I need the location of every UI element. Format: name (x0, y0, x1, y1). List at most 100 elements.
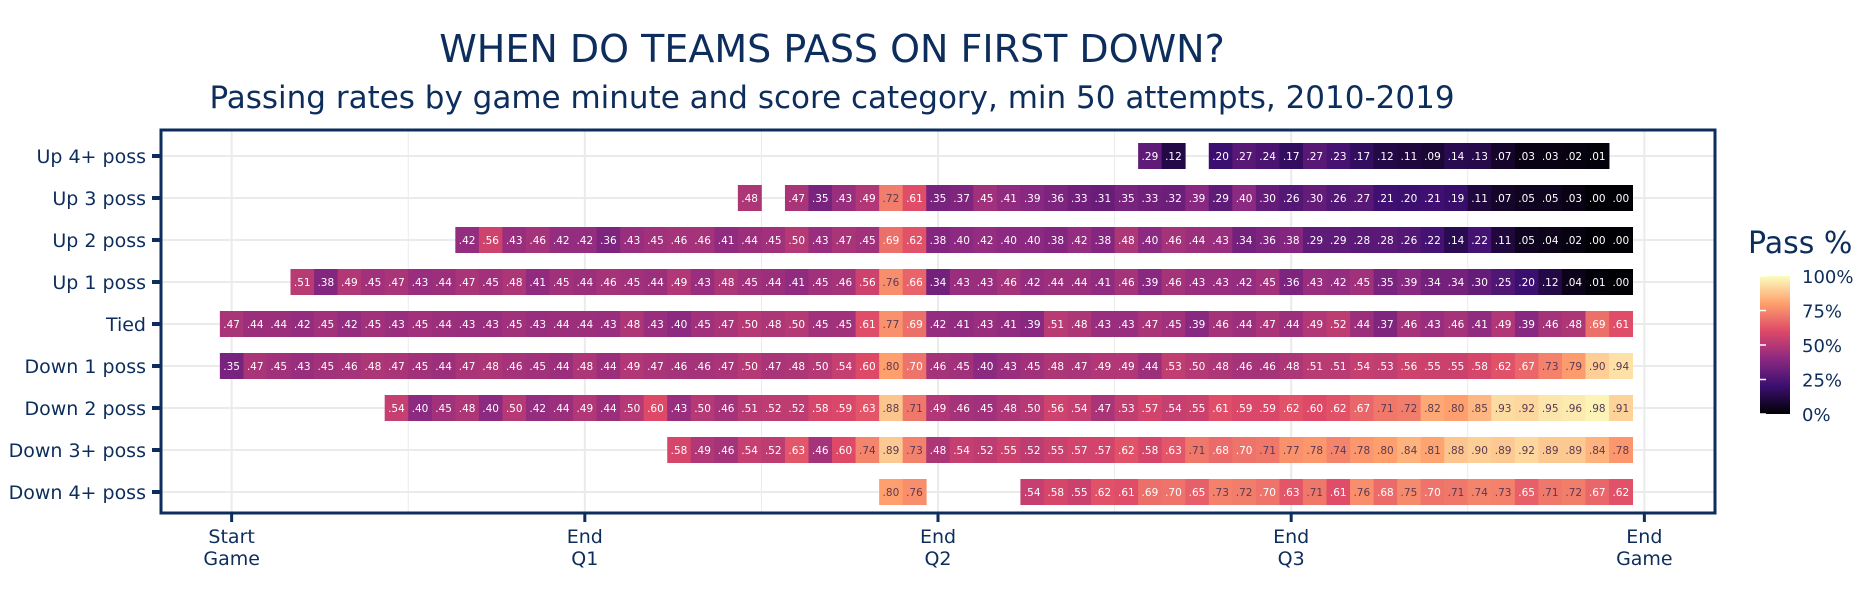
cell-value-label: .50 (741, 361, 758, 373)
heatmap-cell (737, 395, 762, 421)
cell-value-label: .70 (1424, 487, 1441, 499)
row-label: Up 4+ poss (36, 146, 146, 168)
cell-value-label: .30 (1259, 193, 1276, 205)
heatmap-cell (1585, 185, 1610, 211)
heatmap-cell (431, 395, 456, 421)
heatmap-cell (761, 269, 786, 295)
heatmap-cell (1138, 311, 1163, 337)
heatmap-cell (1420, 185, 1445, 211)
heatmap-cell (1279, 437, 1304, 463)
heatmap-cell (1020, 311, 1045, 337)
heatmap-cell (879, 353, 904, 379)
cell-value-label: .22 (1471, 235, 1488, 247)
heatmap-cell (620, 269, 645, 295)
heatmap-cell (1326, 143, 1351, 169)
heatmap-cell (620, 311, 645, 337)
heatmap-cell (1208, 143, 1233, 169)
heatmap-cell (996, 437, 1021, 463)
heatmap-cell (926, 311, 951, 337)
heatmap-cell (1491, 479, 1516, 505)
heatmap-cell (1279, 227, 1304, 253)
cell-value-label: .46 (694, 235, 711, 247)
heatmap-cell (808, 269, 833, 295)
heatmap-cell (1255, 227, 1280, 253)
cell-value-label: .44 (1189, 235, 1206, 247)
heatmap-cell (1350, 395, 1374, 421)
cell-value-label: .48 (1283, 361, 1300, 373)
cell-value-label: .51 (741, 403, 758, 415)
cell-value-label: .61 (1118, 487, 1135, 499)
cell-value-label: .49 (1118, 361, 1135, 373)
heatmap-cell (1514, 269, 1539, 295)
heatmap-cell (549, 353, 574, 379)
heatmap-cell (455, 269, 480, 295)
cell-value-label: .63 (1165, 445, 1182, 457)
heatmap-cell (1397, 479, 1422, 505)
heatmap-cell (879, 479, 904, 505)
cell-value-label: .48 (365, 361, 382, 373)
cell-value-label: .45 (953, 361, 970, 373)
cell-value-label: .44 (576, 319, 593, 331)
cell-value-label: .36 (1259, 235, 1276, 247)
heatmap-cell (1232, 227, 1257, 253)
cell-value-label: .44 (435, 361, 452, 373)
cell-value-label: .31 (1094, 193, 1111, 205)
heatmap-cell (1138, 143, 1163, 169)
heatmap-cell (1161, 437, 1186, 463)
heatmap-cell (1185, 185, 1210, 211)
cell-value-label: .01 (1589, 151, 1606, 163)
heatmap-cell (1585, 479, 1610, 505)
cell-value-label: .35 (930, 193, 947, 205)
cell-value-label: .35 (1118, 193, 1135, 205)
heatmap-cell (996, 395, 1021, 421)
heatmap-cell (1538, 143, 1563, 169)
heatmap-cell (1467, 437, 1492, 463)
cell-value-label: .41 (1000, 193, 1017, 205)
heatmap-cell (1444, 311, 1469, 337)
cell-value-label: .04 (1542, 235, 1559, 247)
heatmap-cell (1185, 269, 1210, 295)
heatmap-cell (1161, 479, 1186, 505)
cell-value-label: .48 (788, 361, 805, 373)
heatmap-cell (1208, 269, 1233, 295)
cell-value-label: .21 (1424, 193, 1441, 205)
heatmap-cell (1561, 269, 1586, 295)
heatmap-cell (290, 269, 315, 295)
heatmap-cell (525, 395, 550, 421)
heatmap-cell (973, 227, 998, 253)
cell-value-label: .00 (1589, 235, 1606, 247)
cell-value-label: .48 (1071, 319, 1088, 331)
heatmap-cell (643, 353, 668, 379)
heatmap-cell (1514, 143, 1539, 169)
cell-value-label: .46 (718, 445, 735, 457)
cell-value-label: .07 (1495, 151, 1512, 163)
heatmap-cell (549, 395, 574, 421)
heatmap-cell (690, 227, 715, 253)
heatmap-cell (1397, 269, 1422, 295)
cell-value-label: .59 (835, 403, 852, 415)
cell-value-label: .33 (1071, 193, 1088, 205)
cell-value-label: .44 (1142, 361, 1159, 373)
heatmap-cell (1020, 353, 1045, 379)
heatmap-cell (1373, 143, 1398, 169)
heatmap-cell (1043, 185, 1068, 211)
cell-value-label: .11 (1495, 235, 1512, 247)
heatmap-cell (1114, 227, 1139, 253)
heatmap-cell (1043, 437, 1068, 463)
heatmap-cell (1350, 269, 1374, 295)
cell-value-label: .73 (1542, 361, 1559, 373)
heatmap-cell (1514, 227, 1539, 253)
heatmap-cell (1561, 395, 1586, 421)
heatmap-cell (1514, 437, 1539, 463)
heatmap-cell (1609, 311, 1633, 337)
heatmap-cell (1444, 269, 1469, 295)
cell-value-label: .71 (1259, 445, 1276, 457)
heatmap-cell (1067, 395, 1092, 421)
cell-value-label: .42 (529, 403, 546, 415)
row-label: Down 2 poss (25, 398, 147, 420)
heatmap-cell (1114, 479, 1139, 505)
cell-value-label: .40 (671, 319, 688, 331)
heatmap-cell (1326, 353, 1351, 379)
heatmap-cell (1514, 395, 1539, 421)
heatmap-cell (478, 353, 503, 379)
